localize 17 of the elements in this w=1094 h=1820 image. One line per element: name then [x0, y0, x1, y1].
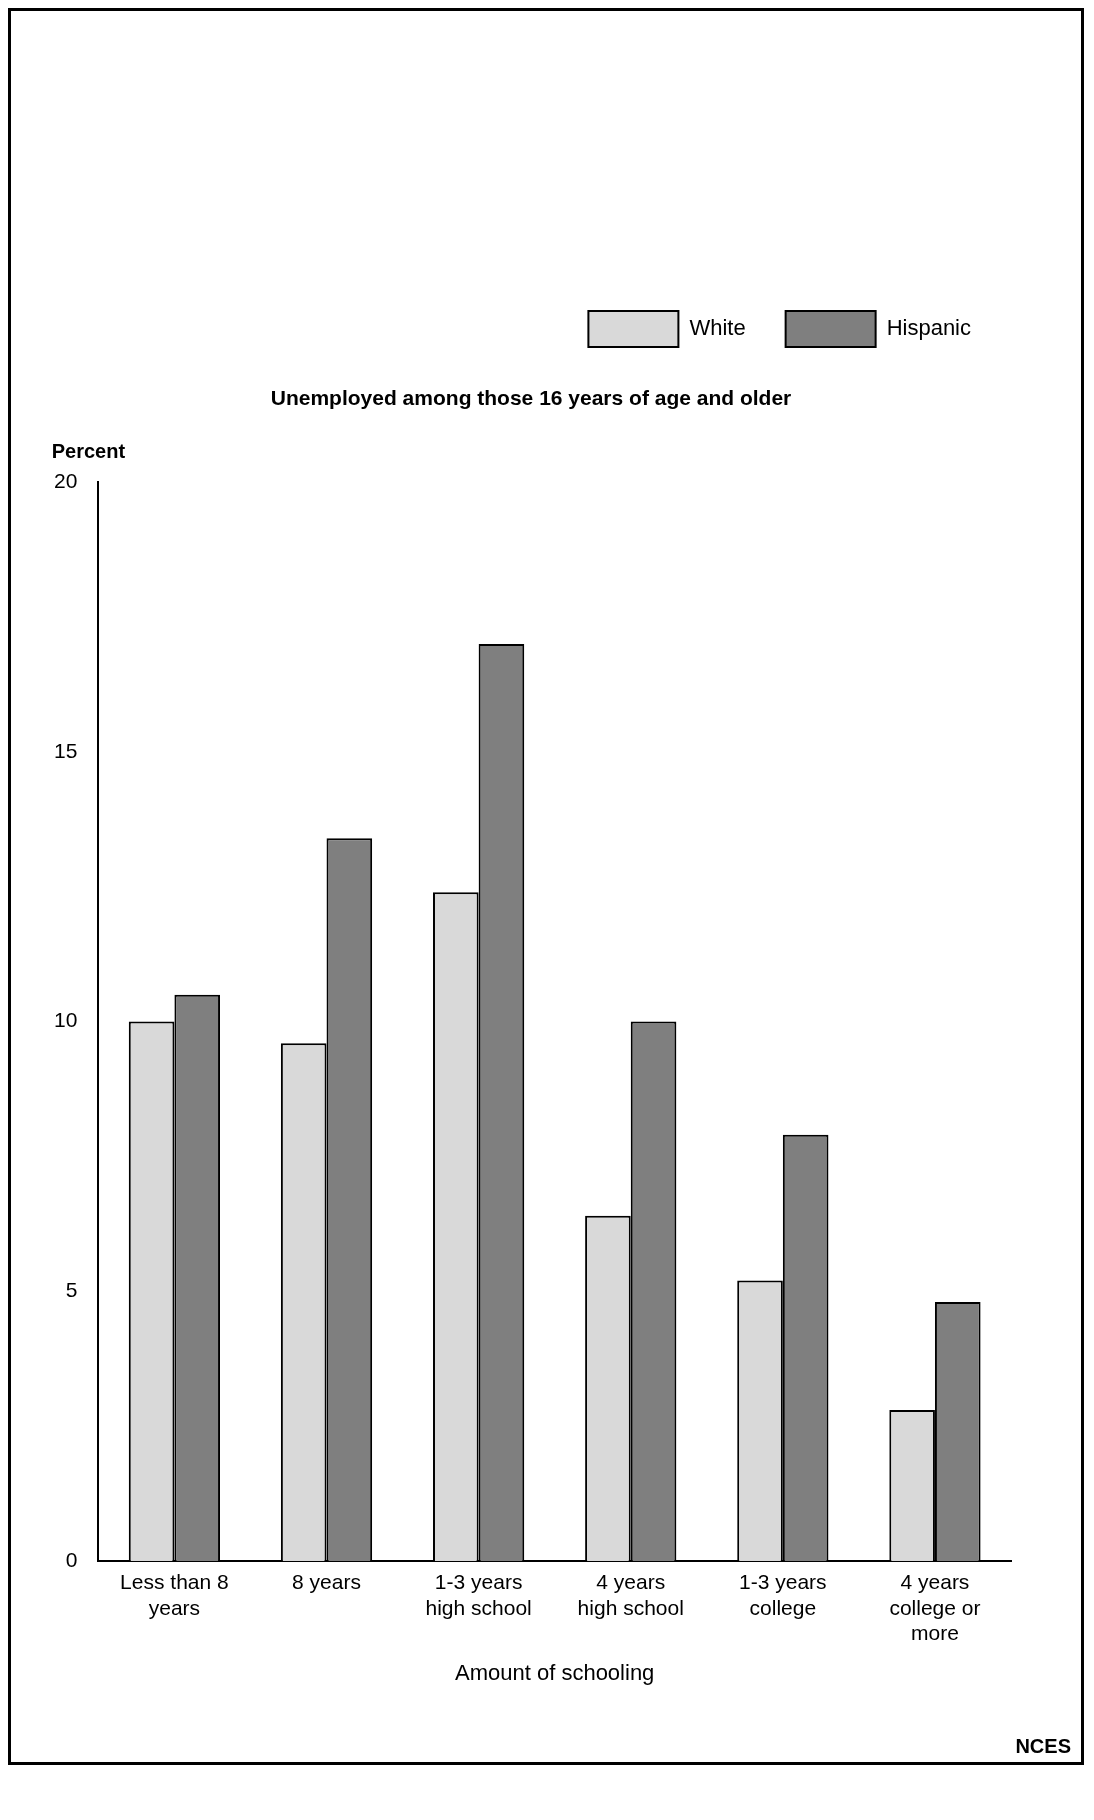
y-tick-label: 10	[54, 1008, 78, 1032]
chart-title: Unemployed among those 16 years of age and older	[270, 386, 792, 410]
x-tick-label: 4 years college or more	[889, 1570, 981, 1644]
x-axis-title: Amount of schooling	[455, 1659, 655, 1685]
legend-label: Hispanic	[886, 315, 972, 341]
y-tick-label: 15	[54, 738, 78, 762]
y-axis-title: Percent	[51, 439, 126, 462]
x-tick-label: 1-3 years college	[739, 1570, 827, 1619]
legend-label: White	[689, 315, 746, 341]
y-tick-label: 20	[54, 469, 78, 492]
y-tick-label: 5	[65, 1278, 78, 1302]
y-tick-label: 0	[65, 1547, 78, 1571]
x-tick-label: 4 years high school	[577, 1570, 684, 1619]
x-tick-label: 1-3 years high school	[425, 1570, 532, 1619]
x-tick-label: Less than 8 years	[120, 1570, 229, 1619]
text: NCES	[1014, 1734, 1072, 1759]
x-tick-label: 8 years	[292, 1570, 361, 1594]
